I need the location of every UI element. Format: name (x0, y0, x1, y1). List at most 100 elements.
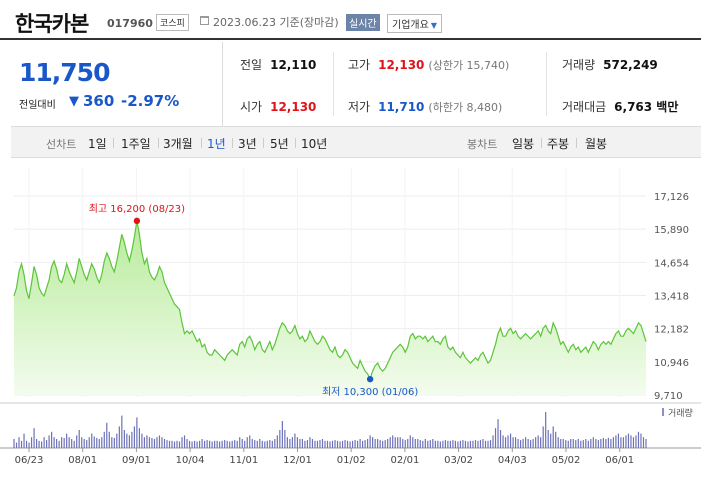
volume-bar (63, 437, 65, 448)
volume-bar (625, 435, 627, 448)
volume-bar (482, 439, 484, 448)
volume-bar (462, 440, 464, 448)
volume-bar (447, 440, 449, 448)
volume-bar (276, 435, 278, 448)
low-value: 11,710 (378, 100, 425, 114)
volume-bar (364, 440, 366, 448)
x-tick-label: 06/01 (605, 455, 634, 466)
volume-bar (557, 437, 559, 448)
candle-chart-title: 봉차트 (467, 138, 498, 151)
volume-bar (206, 440, 208, 448)
x-tick-label: 02/01 (390, 455, 419, 466)
volume-bar (224, 440, 226, 448)
volume-bar (289, 439, 291, 448)
volume-bar (86, 440, 88, 448)
volume-bar (572, 439, 574, 448)
x-tick-label: 08/01 (68, 455, 97, 466)
volume-bar (585, 439, 587, 448)
volume-bar (181, 437, 183, 448)
volume-bar (560, 439, 562, 448)
volume-bar (592, 437, 594, 448)
candle-daily[interactable]: 일봉 (512, 137, 535, 151)
period-5y[interactable]: 5년 (270, 137, 289, 151)
volume-bar (419, 440, 421, 448)
period-3y[interactable]: 3년 (238, 137, 257, 151)
volume-bar (532, 439, 534, 448)
volume-bar (274, 439, 276, 448)
volume-bar (477, 440, 479, 448)
volume-bar (550, 433, 552, 448)
volume-bar (615, 435, 617, 448)
volume-bar (507, 435, 509, 448)
volume-bar (123, 430, 125, 448)
change-percent: -2.97% (121, 92, 180, 110)
open-value: 12,130 (270, 100, 317, 114)
volume-bar (133, 426, 135, 448)
chevron-down-icon: ▼ (430, 21, 437, 30)
volume-bar (577, 439, 579, 448)
volume-bar (311, 439, 314, 448)
volume-label: 거래량 (562, 58, 596, 72)
stock-header: 한국카본 017960 코스피 2023.06.23 기준(장마감) 실시간 기… (0, 0, 701, 40)
volume-bar (407, 439, 409, 448)
volume-bar (256, 440, 258, 448)
volume-bar (83, 439, 85, 448)
volume-bar (216, 440, 218, 448)
volume-bar (637, 431, 640, 448)
volume-bar (93, 436, 95, 448)
volume-bar (141, 433, 143, 448)
volume-bar (530, 440, 532, 448)
volume-bar (324, 440, 326, 448)
volume-bar (442, 440, 444, 448)
period-1d[interactable]: 1일 (88, 137, 107, 151)
y-tick-label: 9,710 (654, 391, 683, 402)
volume-bar (474, 440, 477, 448)
volume-bar (379, 440, 381, 448)
volume-bar (35, 439, 38, 448)
candle-monthly[interactable]: 월봉 (585, 137, 608, 151)
corp-info-label: 기업개요 (392, 20, 429, 31)
volume-bar (362, 440, 364, 448)
amount-value: 6,763 백만 (614, 100, 679, 114)
volume-bar (91, 433, 93, 448)
volume: 거래량 572,249 (562, 56, 658, 73)
realtime-button[interactable]: 실시간 (346, 14, 380, 31)
period-10y[interactable]: 10년 (301, 137, 328, 151)
volume-bar (156, 437, 158, 448)
candle-weekly[interactable]: 주봉 (547, 137, 570, 151)
y-tick-label: 13,418 (654, 292, 689, 303)
volume-bar (158, 435, 161, 448)
volume-bar (146, 435, 148, 448)
volume-bar (545, 412, 547, 448)
volume-bar (607, 437, 609, 448)
volume-bar (284, 430, 286, 448)
volume-bar (188, 440, 191, 448)
volume-bar (504, 437, 507, 448)
volume-bar (279, 430, 281, 448)
low-price: 저가 11,710 (하한가 8,480) (348, 98, 502, 115)
period-3m[interactable]: 3개월 (163, 137, 193, 151)
corp-info-dropdown[interactable]: 기업개요 ▼ (387, 14, 442, 33)
volume-bar (414, 439, 416, 448)
volume-bar (452, 440, 454, 448)
base-date: 2023.06.23 기준(장마감) (213, 16, 339, 29)
x-tick-label: 05/02 (552, 455, 581, 466)
volume-bar (68, 437, 70, 448)
volume-bar (33, 428, 35, 448)
period-1y[interactable]: 1년 (207, 137, 226, 151)
high-price: 고가 12,130 (상한가 15,740) (348, 56, 509, 73)
volume-bar (226, 440, 228, 448)
volume-bar (58, 440, 60, 448)
volume-bar (53, 437, 55, 448)
volume-bar (18, 437, 20, 448)
volume-bar (580, 440, 582, 448)
prev-close: 전일 12,110 (240, 56, 316, 73)
volume-bar (402, 439, 404, 448)
volume-bar (183, 435, 186, 448)
volume-bar (389, 437, 391, 448)
volume-bar (632, 437, 635, 448)
volume-bar (229, 441, 231, 448)
period-1w[interactable]: 1주일 (121, 137, 151, 151)
volume-bar (239, 437, 241, 448)
volume-bar (294, 433, 296, 448)
